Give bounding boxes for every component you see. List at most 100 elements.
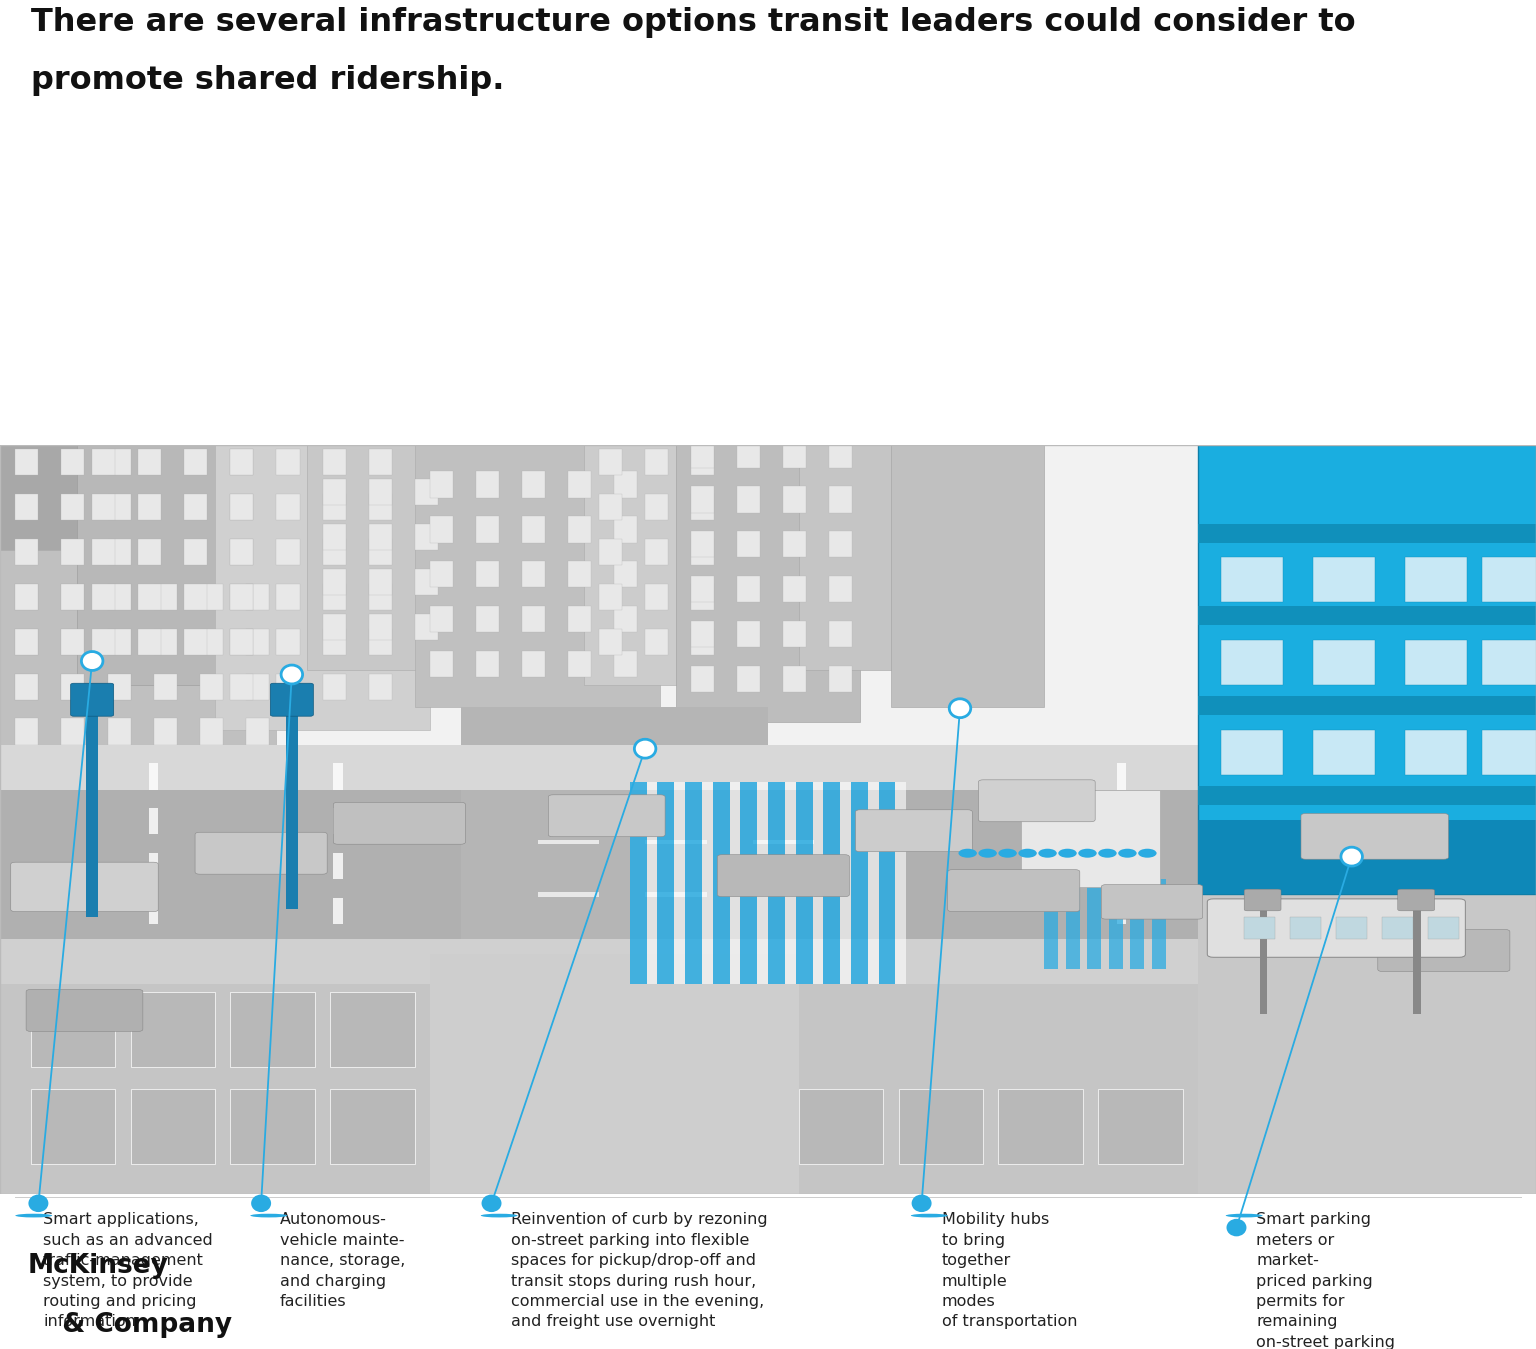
- Bar: [108, 719, 131, 745]
- Bar: [1290, 917, 1321, 939]
- FancyBboxPatch shape: [195, 832, 327, 874]
- Bar: [246, 673, 269, 700]
- Bar: [92, 449, 115, 475]
- Bar: [15, 719, 38, 745]
- Bar: [15, 494, 38, 521]
- FancyBboxPatch shape: [1378, 929, 1510, 971]
- Bar: [108, 584, 131, 610]
- FancyBboxPatch shape: [978, 780, 1095, 822]
- Bar: [286, 692, 298, 909]
- Bar: [645, 538, 668, 565]
- Bar: [154, 673, 177, 700]
- Bar: [1221, 730, 1283, 774]
- Bar: [323, 523, 346, 550]
- FancyBboxPatch shape: [71, 683, 114, 716]
- Bar: [184, 584, 207, 610]
- Bar: [369, 673, 392, 700]
- Bar: [522, 471, 545, 498]
- Bar: [323, 569, 346, 595]
- Bar: [614, 517, 637, 542]
- Bar: [61, 629, 84, 654]
- Bar: [829, 576, 852, 603]
- Bar: [1482, 730, 1536, 774]
- Bar: [813, 782, 823, 985]
- Bar: [230, 673, 253, 700]
- Bar: [15, 538, 38, 565]
- Bar: [276, 584, 300, 610]
- Bar: [568, 652, 591, 677]
- Bar: [691, 441, 714, 468]
- Bar: [369, 479, 392, 505]
- Bar: [730, 782, 740, 985]
- Text: Mobility hubs
to bring
together
multiple
modes
of transportation: Mobility hubs to bring together multiple…: [942, 1213, 1077, 1330]
- Bar: [15, 673, 38, 700]
- Bar: [476, 606, 499, 633]
- Bar: [369, 449, 392, 475]
- FancyBboxPatch shape: [1301, 813, 1448, 859]
- Bar: [1313, 639, 1375, 685]
- Bar: [568, 606, 591, 633]
- Bar: [1117, 808, 1126, 835]
- Bar: [230, 629, 253, 654]
- Bar: [891, 445, 1044, 707]
- Bar: [645, 839, 707, 844]
- Bar: [796, 782, 813, 985]
- Bar: [568, 471, 591, 498]
- Bar: [691, 584, 714, 610]
- Bar: [522, 517, 545, 542]
- Bar: [1382, 917, 1413, 939]
- Bar: [61, 449, 84, 475]
- Bar: [92, 494, 115, 519]
- Bar: [369, 538, 392, 565]
- Bar: [230, 538, 253, 565]
- Bar: [737, 621, 760, 648]
- Bar: [1405, 557, 1467, 603]
- Bar: [276, 629, 300, 654]
- Circle shape: [1038, 849, 1057, 858]
- Bar: [691, 487, 714, 513]
- Bar: [415, 569, 438, 595]
- Bar: [92, 538, 115, 565]
- Circle shape: [911, 1214, 948, 1217]
- Text: Smart parking
meters or
market-
priced parking
permits for
remaining
on-street p: Smart parking meters or market- priced p…: [1256, 1213, 1395, 1349]
- Bar: [61, 538, 84, 565]
- Bar: [783, 441, 806, 468]
- Bar: [1198, 445, 1536, 894]
- Circle shape: [15, 1214, 52, 1217]
- Bar: [476, 652, 499, 677]
- Circle shape: [481, 1214, 518, 1217]
- Bar: [757, 782, 768, 985]
- Bar: [584, 445, 737, 685]
- Bar: [0, 445, 123, 730]
- Bar: [323, 673, 346, 700]
- Bar: [645, 494, 668, 519]
- Bar: [184, 449, 207, 475]
- Bar: [568, 517, 591, 542]
- Bar: [476, 517, 499, 542]
- Bar: [538, 892, 599, 897]
- Bar: [149, 808, 158, 835]
- Bar: [614, 606, 637, 633]
- Bar: [184, 538, 207, 565]
- Bar: [415, 445, 660, 707]
- Bar: [200, 673, 223, 700]
- Bar: [785, 782, 796, 985]
- Bar: [1198, 786, 1536, 804]
- Bar: [645, 449, 668, 475]
- Bar: [1117, 898, 1126, 924]
- Bar: [61, 584, 84, 610]
- Bar: [330, 1089, 415, 1164]
- Bar: [691, 494, 714, 519]
- Circle shape: [1226, 1214, 1263, 1217]
- Bar: [149, 898, 158, 924]
- Bar: [108, 494, 131, 521]
- Bar: [691, 449, 714, 475]
- Bar: [138, 538, 161, 565]
- Bar: [131, 1089, 215, 1164]
- Bar: [476, 471, 499, 498]
- Bar: [691, 621, 714, 648]
- Bar: [614, 561, 637, 587]
- Bar: [1313, 730, 1375, 774]
- Bar: [230, 538, 253, 565]
- Bar: [200, 584, 223, 610]
